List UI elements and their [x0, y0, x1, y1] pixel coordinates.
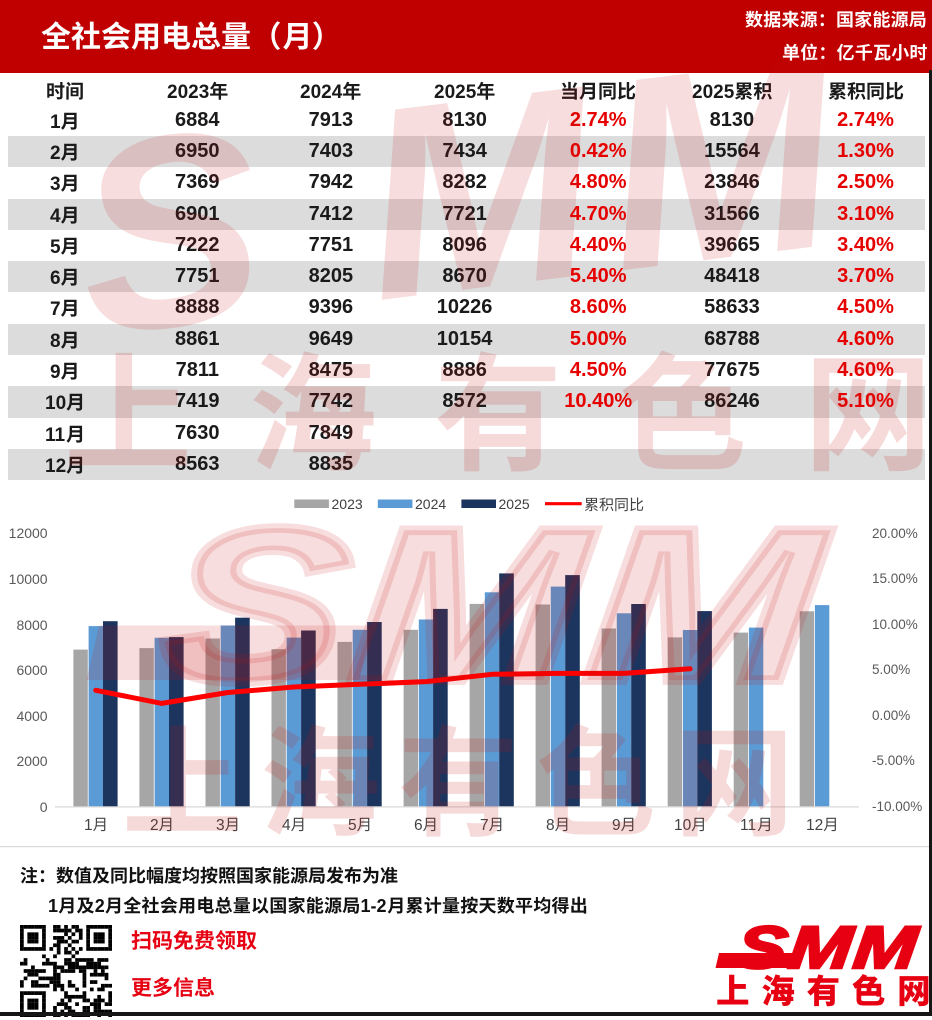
svg-text:12: 12	[45, 456, 66, 477]
svg-text:2: 2	[95, 896, 105, 916]
svg-text:1: 1	[50, 112, 61, 133]
svg-text:2025: 2025	[434, 82, 477, 103]
svg-text:9: 9	[50, 362, 61, 383]
svg-text:10: 10	[45, 393, 66, 414]
svg-text:1: 1	[48, 896, 58, 916]
svg-text:2: 2	[50, 143, 61, 164]
svg-text:7: 7	[50, 299, 61, 320]
svg-text:11: 11	[45, 425, 66, 446]
svg-text:2025: 2025	[692, 82, 735, 103]
svg-text:4: 4	[50, 206, 61, 227]
svg-text:1: 1	[84, 817, 93, 834]
svg-text:8: 8	[50, 331, 61, 352]
svg-text:3: 3	[50, 174, 61, 195]
svg-text:2024: 2024	[300, 82, 343, 103]
svg-text:2023: 2023	[167, 82, 209, 103]
svg-text:6: 6	[50, 268, 61, 289]
svg-text:SMM: SMM	[734, 914, 923, 981]
svg-text:5: 5	[50, 237, 61, 258]
svg-text:12: 12	[806, 817, 823, 834]
svg-text:1-2: 1-2	[361, 896, 387, 916]
